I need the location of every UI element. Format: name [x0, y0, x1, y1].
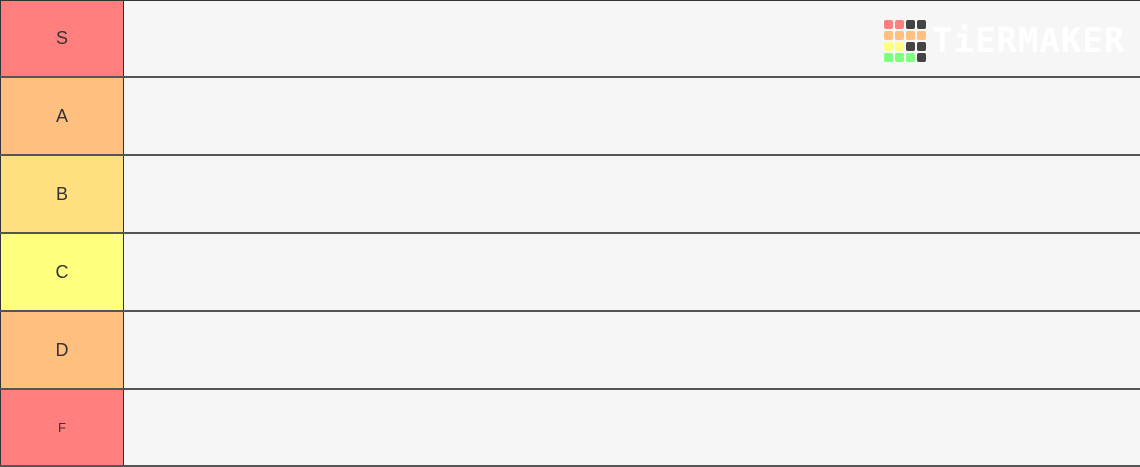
tier-row-a: A [0, 78, 1140, 156]
logo-cell [906, 53, 915, 62]
tiermaker-logo: TiERMAKER [884, 20, 1125, 62]
tier-row-f: F [0, 390, 1140, 467]
logo-cell [906, 42, 915, 51]
tier-items-dropzone[interactable] [124, 312, 1140, 388]
logo-cell [884, 31, 893, 40]
logo-text: TiERMAKER [932, 21, 1126, 61]
tier-row-s: S [0, 0, 1140, 78]
logo-cell [917, 31, 926, 40]
logo-cell [884, 20, 893, 29]
tier-items-dropzone[interactable] [124, 1, 1140, 76]
logo-cell [895, 20, 904, 29]
logo-cell [917, 20, 926, 29]
tier-items-dropzone[interactable] [124, 156, 1140, 232]
tier-label[interactable]: B [0, 156, 124, 232]
logo-cell [895, 42, 904, 51]
tier-items-dropzone[interactable] [124, 78, 1140, 154]
logo-cell [906, 20, 915, 29]
tier-label[interactable]: F [0, 390, 124, 465]
tier-items-dropzone[interactable] [124, 234, 1140, 310]
logo-cell [895, 53, 904, 62]
logo-cell [895, 31, 904, 40]
tier-row-d: D [0, 312, 1140, 390]
logo-cell [884, 42, 893, 51]
tier-label[interactable]: C [0, 234, 124, 310]
logo-grid-icon [884, 20, 926, 62]
logo-cell [917, 53, 926, 62]
tier-row-c: C [0, 234, 1140, 312]
tier-label[interactable]: S [0, 1, 124, 76]
logo-cell [906, 31, 915, 40]
tier-row-b: B [0, 156, 1140, 234]
tier-label[interactable]: A [0, 78, 124, 154]
logo-cell [917, 42, 926, 51]
tier-items-dropzone[interactable] [124, 390, 1140, 465]
logo-cell [884, 53, 893, 62]
tier-label[interactable]: D [0, 312, 124, 388]
